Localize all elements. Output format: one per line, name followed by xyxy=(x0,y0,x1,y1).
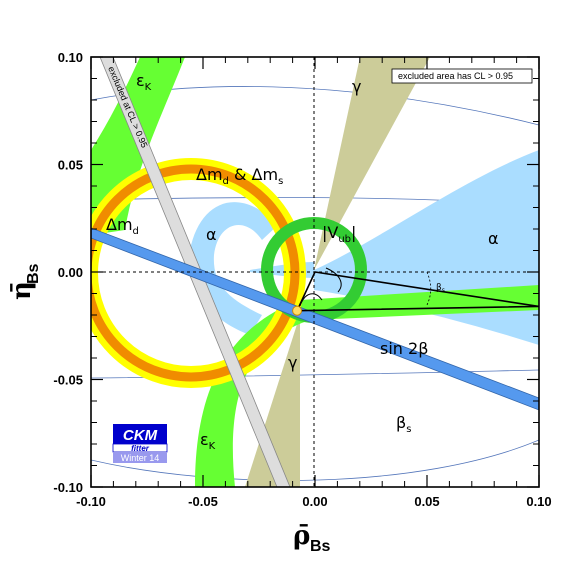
apex-marker xyxy=(292,305,303,316)
label-gamma-upper: γ xyxy=(352,77,361,96)
label-epsk-upper-sub: K xyxy=(145,82,152,93)
y-tick-label: 0.10 xyxy=(58,50,83,65)
label-dmd-sub: d xyxy=(133,226,139,237)
unitarity-triangle xyxy=(295,271,539,312)
label-vub-sub: ub xyxy=(338,234,351,245)
y-tick-label: -0.05 xyxy=(53,373,83,388)
label-beta-s-sym: β xyxy=(396,413,406,432)
label-dmd-dms-sub-a: d xyxy=(223,176,229,187)
label-epsk-lower-sym: ε xyxy=(200,430,209,449)
x-tick-label: -0.10 xyxy=(76,494,106,509)
legend-note: excluded area has CL > 0.95 xyxy=(398,71,513,81)
label-dmd-dms: Δmd & Δms xyxy=(196,165,283,187)
gamma-band-lower xyxy=(245,315,300,487)
label-dmd-dms-mid: & Δm xyxy=(229,165,278,184)
label-epsk-lower-sub: K xyxy=(209,441,216,452)
label-vub-tail: | xyxy=(351,223,356,242)
x-tick-label: -0.05 xyxy=(188,494,218,509)
legend-note-box xyxy=(391,68,533,84)
contour-bottom xyxy=(91,439,539,481)
apex-arc-lower xyxy=(299,293,323,307)
logo-name: CKM xyxy=(123,427,158,444)
label-epsk-upper-sym: ε xyxy=(136,71,145,90)
x-tick-label: 0.00 xyxy=(302,494,327,509)
label-gamma-lower: γ xyxy=(288,353,297,372)
x-axis-title: ρ̄ Bs xyxy=(293,521,331,555)
x-axis-title-main: ρ̄ xyxy=(293,521,310,551)
label-beta-s-small: βs xyxy=(436,283,445,294)
ckmfitter-logo: CKM fitter Winter 14 xyxy=(112,424,168,463)
dmd-ring-inner xyxy=(91,164,300,382)
axis-ticks: -0.10 -0.05 0.00 0.05 0.10 -0.10 -0.05 0.00 0.05… xyxy=(53,50,551,509)
logo-fitter: fitter xyxy=(131,444,150,453)
label-beta-s-small-sym: β xyxy=(436,283,442,293)
triangle-outline xyxy=(295,271,539,312)
y-tick-label: -0.10 xyxy=(53,480,83,495)
x-tick-label: 0.10 xyxy=(526,494,551,509)
x-tick-label: 0.05 xyxy=(414,494,439,509)
label-beta-s-sub: s xyxy=(406,424,411,435)
label-vub: |Vub| xyxy=(322,223,356,245)
y-axis-title-main: η̄ xyxy=(7,281,37,300)
label-beta-s-small-sub: s xyxy=(442,287,445,294)
y-axis-title: η̄ Bs xyxy=(7,263,42,300)
logo-season: Winter 14 xyxy=(121,453,160,463)
sin2beta-band xyxy=(91,227,539,411)
label-epsk-lower: εK xyxy=(200,430,216,452)
y-tick-label: 0.05 xyxy=(58,158,83,173)
x-axis-title-sub: Bs xyxy=(310,538,331,555)
y-axis-title-sub: Bs xyxy=(25,263,42,284)
label-vub-sym: |V xyxy=(322,223,338,242)
apex-arc-upper xyxy=(325,267,342,293)
label-alpha-left: α xyxy=(206,225,217,244)
beta-s-arc xyxy=(426,271,432,306)
label-dmd-dms-a: Δm xyxy=(196,165,223,184)
logo-season-box xyxy=(113,452,167,463)
y-tick-label: 0.00 xyxy=(58,265,83,280)
gamma-band-upper xyxy=(314,57,430,270)
label-dmd-dms-sub-b: s xyxy=(278,176,283,187)
label-dmd: Δmd xyxy=(106,215,139,237)
label-alpha-right: α xyxy=(488,229,499,248)
logo-block xyxy=(113,424,167,444)
label-beta-s: βs xyxy=(396,413,411,435)
label-sin2beta: sin 2β xyxy=(380,339,428,358)
label-dmd-sym: Δm xyxy=(106,215,133,234)
label-epsk-upper: εK xyxy=(136,71,152,93)
epsk-band-lower xyxy=(195,285,539,487)
